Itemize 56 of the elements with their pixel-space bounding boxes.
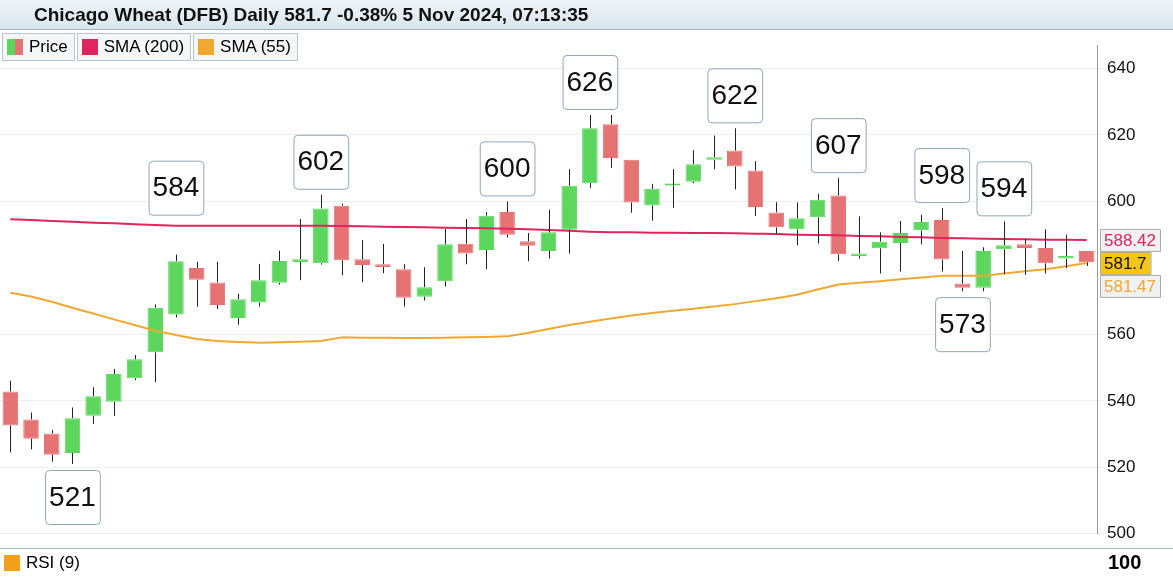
candlestick <box>623 159 640 214</box>
candlestick <box>582 114 598 189</box>
candlestick <box>354 239 370 283</box>
y-tick-label: 500 <box>1107 523 1136 543</box>
candlestick <box>437 228 453 288</box>
text: RSI (9) <box>26 553 80 573</box>
candlestick <box>250 263 267 307</box>
candlestick <box>64 407 81 465</box>
annotation: 602 <box>297 145 345 177</box>
candlestick <box>934 207 950 273</box>
y-tick-label: 600 <box>1107 191 1136 211</box>
data-label: 588.42 <box>1104 230 1156 250</box>
chart-title: Chicago Wheat (DFB) Daily 581.7 -0.38% 5 Nov 2024, 07:13:35 <box>0 0 1173 30</box>
data-label: 581.47 <box>1104 276 1156 296</box>
text: 581.7 <box>1104 253 1147 273</box>
annotation: 626 <box>566 65 614 97</box>
candlestick <box>292 218 308 281</box>
annotation: 584 <box>152 171 200 203</box>
legend-label: SMA (55) <box>220 37 291 57</box>
candlestick <box>499 200 515 239</box>
candlestick <box>602 114 619 169</box>
annotation: 622 <box>711 79 759 111</box>
candlestick <box>271 250 288 286</box>
candlestick <box>209 261 226 310</box>
y-tick-label: 520 <box>1107 457 1136 477</box>
annotation: 607 <box>814 128 862 160</box>
candlestick <box>43 429 60 463</box>
text: 100 <box>1108 551 1142 574</box>
annotation: 521 <box>49 480 96 512</box>
candlestick <box>913 214 929 245</box>
annotation: 600 <box>483 152 531 184</box>
candlestick <box>747 160 764 217</box>
candlestick <box>375 243 391 274</box>
candlestick <box>106 368 122 417</box>
y-tick-label: 560 <box>1107 324 1136 344</box>
candlestick <box>395 263 412 307</box>
legend-label: SMA (200) <box>103 37 185 57</box>
candlestick <box>975 246 991 292</box>
annotation: 594 <box>980 172 1028 204</box>
candlestick <box>2 380 19 453</box>
candlestick <box>520 232 536 262</box>
annotation: 573 <box>939 307 986 339</box>
annotation: 598 <box>918 158 966 190</box>
candlestick <box>561 168 577 255</box>
legend-label: Price <box>29 37 68 57</box>
y-tick-label: 620 <box>1107 124 1136 144</box>
candlestick <box>168 254 184 318</box>
candlestick <box>1016 238 1033 276</box>
candlestick <box>1058 234 1074 269</box>
candlestick <box>830 177 847 262</box>
candlestick <box>996 220 1012 275</box>
candlestick <box>333 203 350 276</box>
candlestick <box>313 194 329 264</box>
candlestick <box>147 303 163 383</box>
y-tick-label: 540 <box>1107 390 1136 410</box>
y-tick-label: 640 <box>1107 58 1136 78</box>
